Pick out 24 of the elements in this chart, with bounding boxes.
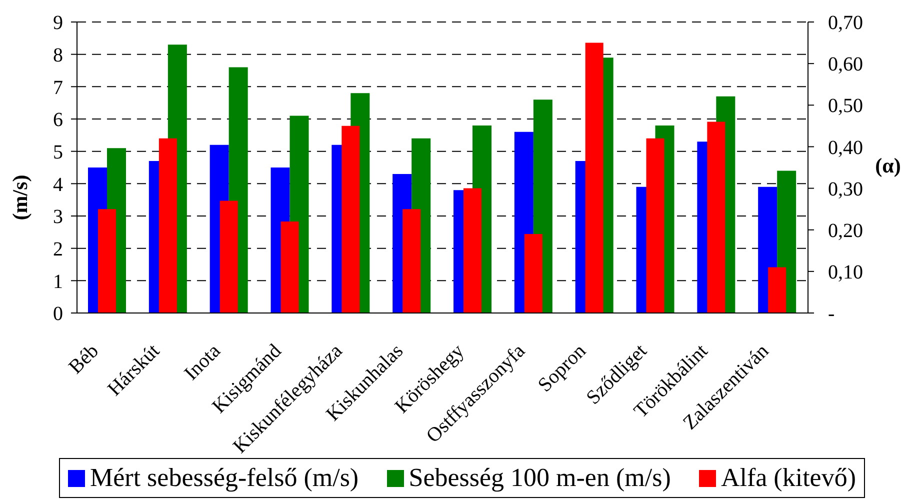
y-tick-label: 7 bbox=[53, 76, 63, 99]
y-tick-label: 1 bbox=[53, 270, 63, 293]
y-tick-label: 3 bbox=[53, 206, 63, 228]
legend-label: Mért sebesség-felső (m/s) bbox=[90, 463, 359, 493]
y2-tick-label: 0,30 bbox=[828, 178, 863, 200]
y2-axis-title: (α) bbox=[875, 154, 901, 178]
y2-tick-label: 0,60 bbox=[828, 54, 863, 76]
y-tick-label: 2 bbox=[53, 238, 63, 260]
legend-label: Alfa (kitevő) bbox=[720, 463, 856, 493]
y-tick-label: 4 bbox=[53, 174, 63, 196]
y-tick-label: 5 bbox=[53, 141, 63, 164]
y-tick-label: 0 bbox=[53, 303, 63, 326]
y2-tick-label: 0,40 bbox=[828, 136, 863, 159]
y2-tick-label: 0,50 bbox=[828, 95, 863, 118]
y-tick-label: 9 bbox=[53, 12, 63, 34]
legend-label: Sebesség 100 m-en (m/s) bbox=[408, 463, 671, 493]
y2-tick-label: 0,10 bbox=[828, 262, 863, 284]
y2-tick-label: 0,20 bbox=[828, 220, 863, 242]
y2-tick-label: - bbox=[828, 303, 835, 326]
x-tick-label: Béb bbox=[64, 340, 103, 378]
y-tick-label: 8 bbox=[53, 44, 63, 66]
y-tick-label: 6 bbox=[53, 109, 63, 132]
y-axis-title: (m/s) bbox=[8, 174, 32, 220]
y2-tick-label: 0,70 bbox=[828, 12, 863, 34]
